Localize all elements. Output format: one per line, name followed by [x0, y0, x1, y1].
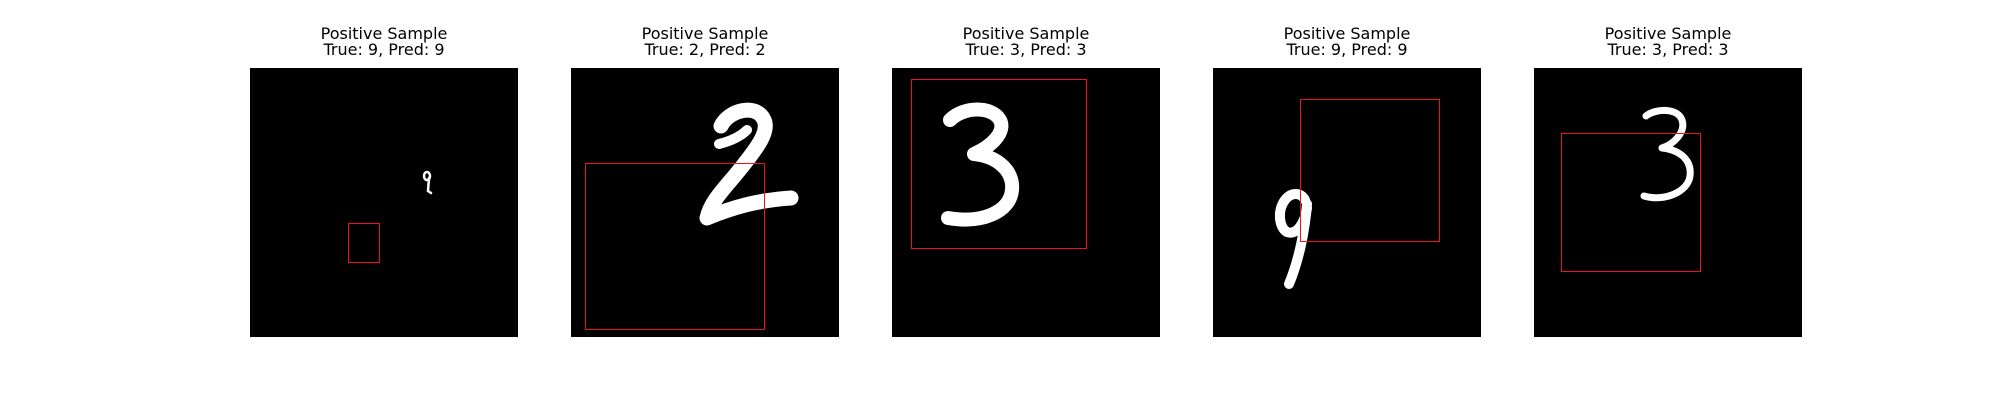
- sample-caption: True: 9, Pred: 9: [323, 40, 445, 59]
- panel-title: Positive Sample True: 9, Pred: 9: [250, 26, 518, 58]
- digit-image: [892, 68, 1160, 337]
- prediction-bbox: [348, 223, 380, 263]
- sample-label: Positive Sample: [320, 24, 448, 43]
- sample-caption: True: 9, Pred: 9: [1286, 40, 1408, 59]
- digit-2-large: [699, 102, 799, 226]
- digit-image: [1213, 68, 1481, 337]
- sample-panel-1: Positive Sample True: 9, Pred: 9: [250, 26, 518, 340]
- sample-label: Positive Sample: [962, 24, 1090, 43]
- sample-panel-5: Positive Sample True: 3, Pred: 3: [1534, 26, 1802, 340]
- sample-panel-2: Positive Sample True: 2, Pred: 2: [571, 26, 839, 340]
- sample-caption: True: 3, Pred: 3: [965, 40, 1087, 59]
- prediction-bbox: [1561, 133, 1701, 272]
- digit-image: [1534, 68, 1802, 337]
- sample-caption: True: 2, Pred: 2: [644, 40, 766, 59]
- prediction-bbox: [1300, 99, 1440, 242]
- sample-label: Positive Sample: [1604, 24, 1732, 43]
- prediction-bbox: [585, 163, 765, 330]
- sample-panel-4: Positive Sample True: 9, Pred: 9: [1213, 26, 1481, 340]
- sample-panel-3: Positive Sample True: 3, Pred: 3: [892, 26, 1160, 340]
- sample-label: Positive Sample: [1283, 24, 1411, 43]
- digit-9-small: [422, 170, 433, 195]
- panel-title: Positive Sample True: 3, Pred: 3: [892, 26, 1160, 58]
- digit-3-medium: [1640, 107, 1694, 202]
- sample-label: Positive Sample: [641, 24, 769, 43]
- digit-image: [250, 68, 518, 337]
- digit-3-large: [941, 102, 1020, 227]
- panel-title: Positive Sample True: 9, Pred: 9: [1213, 26, 1481, 58]
- digit-image: [571, 68, 839, 337]
- panel-title: Positive Sample True: 2, Pred: 2: [571, 26, 839, 58]
- sample-caption: True: 3, Pred: 3: [1607, 40, 1729, 59]
- panel-title: Positive Sample True: 3, Pred: 3: [1534, 26, 1802, 58]
- prediction-bbox: [911, 79, 1087, 249]
